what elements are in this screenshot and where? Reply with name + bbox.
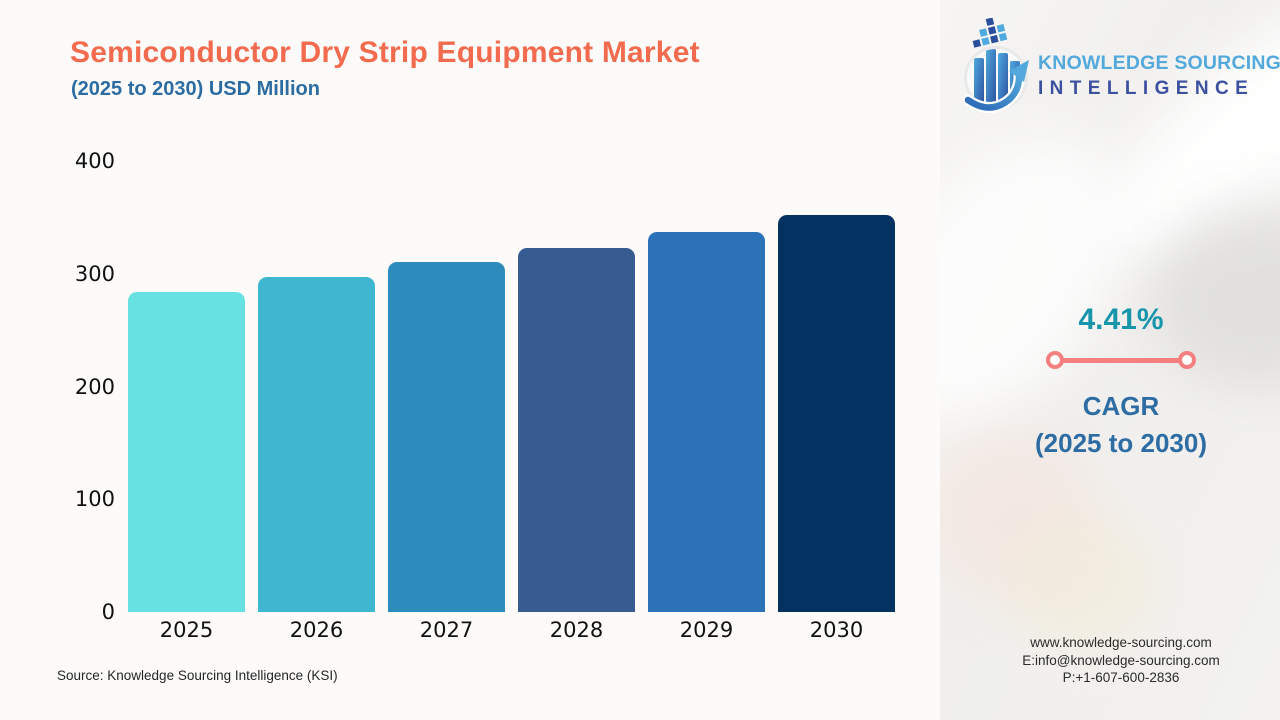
y-axis-tick-200: 200 <box>74 374 115 399</box>
bar-2028 <box>518 247 635 612</box>
logo-line1: KNOWLEDGE SOURCING <box>1038 52 1280 74</box>
x-axis-label-2030: 2030 <box>809 618 864 642</box>
source-note: Source: Knowledge Sourcing Intelligence … <box>57 668 338 683</box>
contact-phone: P:+1-607-600-2836 <box>1062 670 1180 685</box>
logo-wordmark: KNOWLEDGE SOURCING INTELLIGENCE <box>1038 52 1280 100</box>
chart-title: Semiconductor Dry Strip Equipment Market <box>70 36 700 69</box>
contact-website: www.knowledge-sourcing.com <box>1030 635 1212 650</box>
cagr-block: 4.41% CAGR (2025 to 2030) <box>980 303 1262 459</box>
x-axis-label-2028: 2028 <box>549 618 604 642</box>
y-axis-tick-100: 100 <box>74 487 115 512</box>
y-axis-tick-0: 0 <box>101 600 115 624</box>
contact-email: E:info@knowledge-sourcing.com <box>1022 652 1220 668</box>
logo-line2: INTELLIGENCE <box>1038 78 1255 99</box>
contact-block: www.knowledge-sourcing.com E:info@knowle… <box>975 634 1267 687</box>
divider-line <box>1053 357 1189 363</box>
divider-ring-right <box>1178 351 1196 369</box>
x-axis-label-2026: 2026 <box>289 618 344 642</box>
cagr-label: CAGR <box>1082 391 1160 421</box>
chart-subtitle: (2025 to 2030) USD Million <box>71 78 320 100</box>
cagr-divider-line <box>1046 351 1196 369</box>
x-axis-label-2025: 2025 <box>159 618 214 642</box>
y-axis-tick-300: 300 <box>74 261 115 286</box>
bar-2029 <box>648 232 765 612</box>
x-axis-label-2029: 2029 <box>679 618 734 642</box>
divider-ring-left <box>1046 351 1064 369</box>
bar-2025 <box>128 291 245 612</box>
cagr-value: 4.41% <box>1078 303 1164 336</box>
cagr-period: (2025 to 2030) <box>1035 428 1207 458</box>
logo: KNOWLEDGE SOURCING INTELLIGENCE <box>956 16 1280 116</box>
bar-2026 <box>258 277 375 612</box>
x-axis-label-2027: 2027 <box>419 618 474 642</box>
background-blur-blob <box>1010 520 1160 650</box>
bar-2030 <box>778 215 895 612</box>
bar-2027 <box>388 262 505 612</box>
knowledge-sourcing-logo-icon <box>962 18 1029 113</box>
right-panel-background <box>940 0 1280 720</box>
y-axis-tick-400: 400 <box>74 149 115 173</box>
